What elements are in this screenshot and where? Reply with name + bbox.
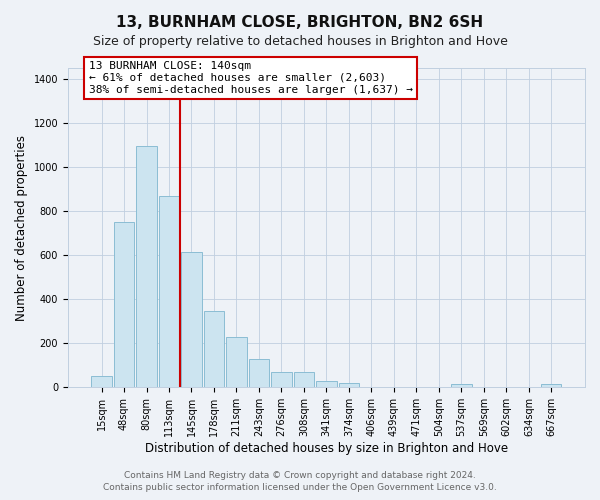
Bar	[361, 386, 382, 388]
X-axis label: Distribution of detached houses by size in Brighton and Hove: Distribution of detached houses by size …	[145, 442, 508, 455]
Bar	[451, 384, 472, 388]
Bar	[316, 382, 337, 388]
Text: Size of property relative to detached houses in Brighton and Hove: Size of property relative to detached ho…	[92, 35, 508, 48]
Bar	[339, 383, 359, 388]
Bar	[294, 372, 314, 388]
Bar	[136, 146, 157, 388]
Text: 13 BURNHAM CLOSE: 140sqm
← 61% of detached houses are smaller (2,603)
38% of sem: 13 BURNHAM CLOSE: 140sqm ← 61% of detach…	[89, 62, 413, 94]
Bar	[249, 358, 269, 388]
Bar	[541, 384, 562, 388]
Y-axis label: Number of detached properties: Number of detached properties	[15, 134, 28, 320]
Bar	[271, 372, 292, 388]
Bar	[159, 196, 179, 388]
Bar	[114, 222, 134, 388]
Bar	[181, 252, 202, 388]
Bar	[91, 376, 112, 388]
Text: 13, BURNHAM CLOSE, BRIGHTON, BN2 6SH: 13, BURNHAM CLOSE, BRIGHTON, BN2 6SH	[116, 15, 484, 30]
Bar	[226, 337, 247, 388]
Bar	[204, 310, 224, 388]
Text: Contains HM Land Registry data © Crown copyright and database right 2024.
Contai: Contains HM Land Registry data © Crown c…	[103, 471, 497, 492]
